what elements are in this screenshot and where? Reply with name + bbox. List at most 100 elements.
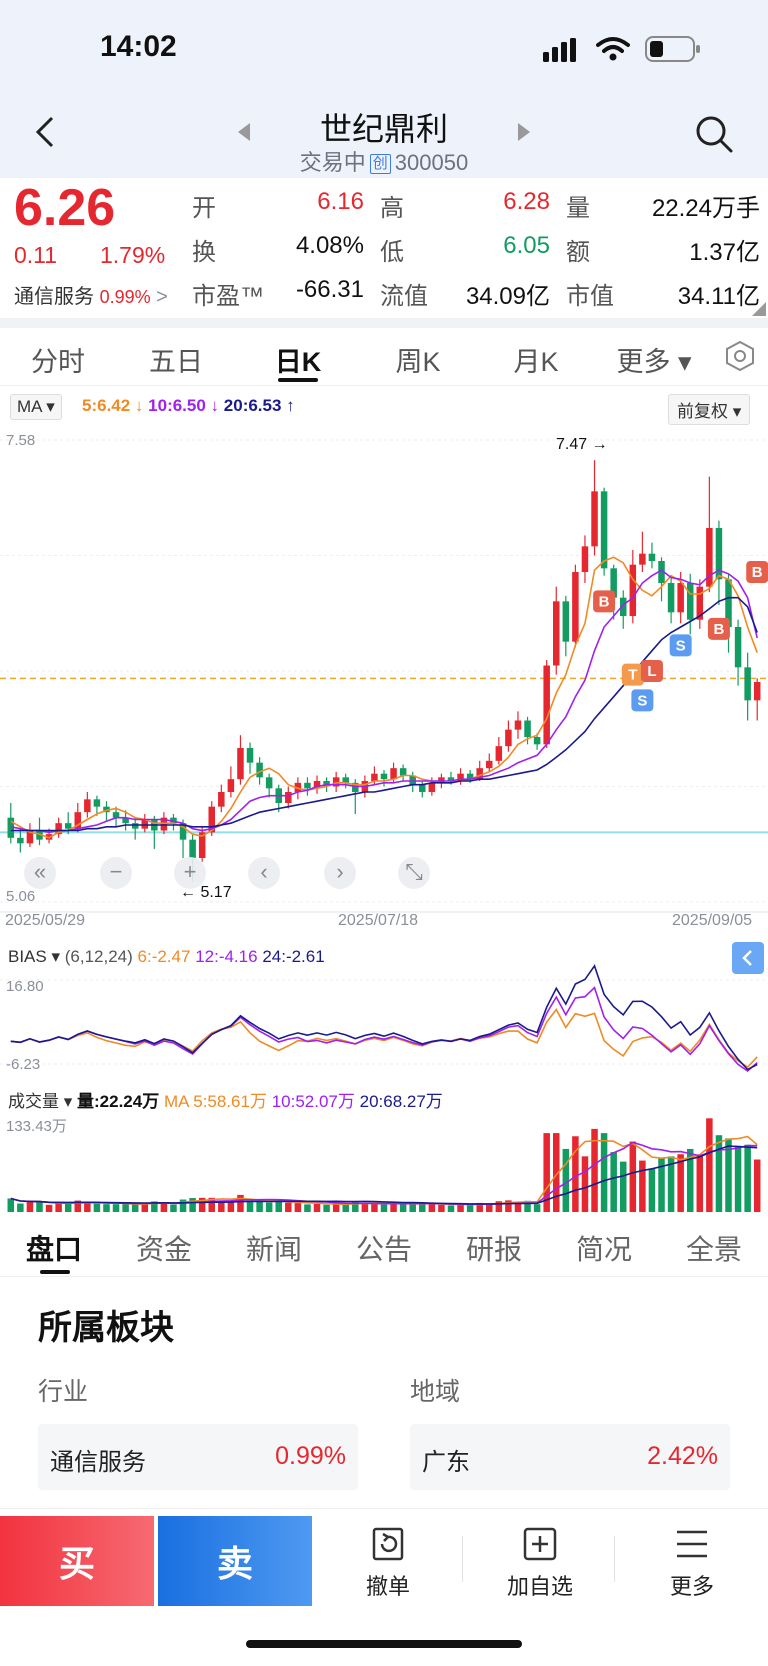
volume-bar (380, 1204, 388, 1212)
chevron-left-icon[interactable]: ‹ (248, 857, 280, 889)
volume-bar (466, 1205, 474, 1212)
candle-body (352, 782, 359, 792)
region-card[interactable]: 广东 2.42% (410, 1424, 730, 1490)
volume-bar (64, 1203, 72, 1212)
candle-body (122, 817, 129, 824)
candle-body (495, 746, 503, 761)
wifi-icon (596, 36, 630, 62)
candle-body (543, 665, 550, 745)
volume-bar (237, 1194, 244, 1212)
next-stock-arrow-icon[interactable] (516, 123, 530, 146)
chevron-right-icon[interactable]: › (324, 857, 356, 889)
tab-1[interactable]: 五日 (149, 347, 203, 377)
info-tab-4[interactable]: 研报 (465, 1234, 522, 1265)
tab-active-underline (278, 378, 318, 382)
candle-body (103, 806, 110, 813)
tab-0[interactable]: 分时 (31, 347, 85, 377)
candle-body (734, 627, 742, 668)
volume-ma5: 5:58.61万 (193, 1092, 267, 1111)
candle-body (237, 748, 244, 780)
add-watchlist-button[interactable]: 加自选 (492, 1526, 588, 1606)
prev-stock-arrow-icon[interactable] (238, 123, 252, 146)
candle-body (505, 729, 512, 747)
adjust-selector[interactable]: 前复权 ▾ (668, 394, 751, 425)
tab-4[interactable]: 月K (513, 347, 559, 377)
volume-bar (208, 1197, 216, 1212)
tab-2[interactable]: 日K (274, 347, 322, 377)
volume-bar (696, 1155, 704, 1212)
volume-bar (256, 1201, 263, 1212)
sell-button[interactable]: 卖 (158, 1516, 312, 1606)
candle-body (17, 837, 24, 844)
search-button[interactable] (694, 114, 734, 154)
sell-label: 卖 (216, 1543, 253, 1584)
candle-body (332, 777, 340, 787)
volume-bar (131, 1203, 139, 1212)
more-label: 更多 (669, 1574, 714, 1599)
info-tab-5[interactable]: 简况 (575, 1234, 632, 1265)
info-tab-3[interactable]: 公告 (355, 1234, 412, 1265)
region-label: 地域 (410, 1378, 461, 1406)
volume-bar (275, 1201, 282, 1212)
volume-bar (55, 1202, 62, 1212)
candle-body (26, 830, 34, 844)
volume-bar (686, 1148, 694, 1212)
volume-selector[interactable]: 成交量 ▾ (8, 1092, 73, 1111)
candle-body (514, 720, 522, 730)
volume-legend: 成交量 ▾ 量:22.24万 MA 5:58.61万 10:52.07万 20:… (8, 1087, 443, 1112)
more-button[interactable]: 更多 (644, 1526, 740, 1606)
cancel-order-button[interactable]: 撤单 (340, 1526, 436, 1606)
industry-pct: 0.99% (275, 1442, 346, 1470)
info-tab-6[interactable]: 全景 (685, 1234, 742, 1265)
chevron-right-icon: > (156, 286, 168, 308)
board-tag: 创 (369, 154, 391, 174)
candle-body (667, 583, 675, 613)
industry-card[interactable]: 通信服务 0.99% (38, 1424, 358, 1490)
volume-bar (581, 1156, 589, 1212)
candle-body (390, 768, 397, 780)
candle-body (486, 760, 493, 769)
candle-body (227, 779, 235, 792)
ma5-value: 5:6.42 (82, 396, 131, 415)
date-label-end: 2025/09/05 (672, 912, 753, 929)
info-tab-1[interactable]: 资金 (135, 1234, 192, 1265)
quote-label: 高 (380, 195, 404, 222)
volume-bar (543, 1133, 550, 1212)
quote-label: 低 (380, 239, 404, 266)
fullscreen-icon[interactable]: ⤡ (398, 857, 430, 889)
candle-body (323, 781, 330, 787)
volume-bar (227, 1201, 235, 1212)
volume-ma20: 20:68.27万 (359, 1092, 443, 1111)
candle-body (74, 812, 82, 829)
chart-settings-button[interactable] (724, 340, 756, 372)
quote-value: -66.31 (295, 276, 364, 303)
info-tab-2[interactable]: 新闻 (245, 1234, 302, 1265)
info-tab-0[interactable]: 盘口 (25, 1234, 82, 1265)
signal-badge (669, 634, 692, 657)
zoom-out-double-left-icon[interactable]: « (24, 857, 56, 889)
tab-5[interactable]: 更多 ▾ (616, 347, 692, 377)
plus-icon[interactable]: + (174, 857, 206, 889)
collapse-panel-button[interactable] (732, 942, 764, 974)
candle-body (639, 553, 646, 565)
sector-link[interactable]: 通信服务 0.99% > (14, 280, 168, 309)
volume-bar (285, 1202, 292, 1212)
volume-bar (533, 1204, 541, 1212)
candle-body (170, 817, 177, 824)
volume-bar (371, 1203, 378, 1212)
quote-label: 量 (566, 195, 590, 222)
tab-3[interactable]: 周K (395, 347, 441, 377)
bias-selector[interactable]: BIAS ▾ (8, 947, 60, 966)
volume-bar (734, 1145, 742, 1212)
volume-bar (591, 1128, 598, 1212)
volume-bar (170, 1204, 177, 1212)
back-button[interactable] (30, 112, 60, 152)
minus-icon[interactable]: − (100, 857, 132, 889)
buy-button[interactable]: 买 (0, 1516, 154, 1606)
low-marker-value: 5.17 (200, 884, 232, 901)
ma-selector[interactable]: MA ▾ (10, 394, 62, 420)
status-time: 14:02 (100, 30, 177, 63)
volume-bar (160, 1202, 168, 1212)
expand-corner-icon[interactable] (752, 302, 766, 321)
